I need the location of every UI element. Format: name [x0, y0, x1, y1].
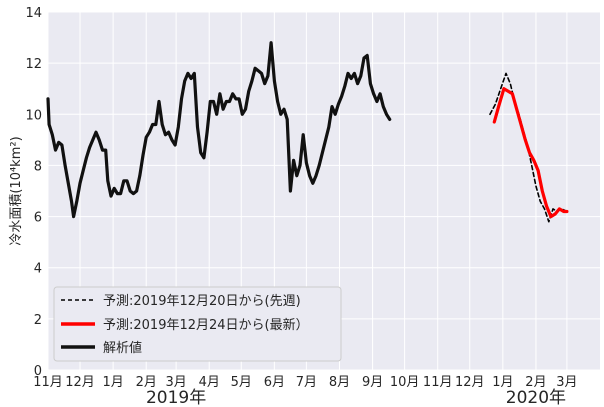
year-labels: 2019年 2020年	[146, 388, 566, 407]
x-tick-label: 3月	[556, 375, 577, 390]
series-line-forecast-latest	[492, 87, 569, 219]
y-tick-labels: 0 2 4 6 8 10 12 14	[25, 6, 42, 379]
x-tick-label: 5月	[231, 375, 252, 390]
x-tick-label: 12月	[455, 375, 485, 390]
x-tick-label: 6月	[264, 375, 285, 390]
y-tick-label: 14	[25, 6, 42, 21]
x-tick-label: 3月	[165, 375, 186, 390]
year-label: 2019年	[146, 388, 206, 407]
legend-box	[53, 286, 342, 362]
y-axis-label: 冷水面積(10⁴km²)	[9, 136, 24, 245]
y-tick-label: 6	[34, 211, 42, 226]
legend-label-forecast-previous: 予測:2019年12月20日から(先週)	[103, 294, 301, 309]
x-tick-label: 1月	[492, 375, 513, 390]
series-line-analysis	[46, 41, 392, 219]
legend-label-forecast-latest: 予測:2019年12月24日から(最新）	[103, 317, 309, 333]
year-label: 2020年	[506, 388, 566, 407]
y-tick-label: 0	[34, 364, 42, 379]
x-tick-label: 11月	[423, 375, 453, 390]
x-tick-label: 11月	[33, 375, 63, 390]
x-tick-label: 8月	[329, 375, 350, 390]
y-tick-label: 2	[34, 313, 42, 328]
y-axis-label-unit: (10⁴km²)	[9, 136, 24, 193]
y-tick-label: 4	[34, 262, 42, 277]
series-lines	[46, 41, 569, 223]
x-tick-label: 2月	[136, 375, 157, 390]
x-tick-label: 4月	[199, 375, 220, 390]
x-tick-label: 12月	[65, 375, 95, 390]
y-tick-label: 10	[25, 108, 42, 123]
x-tick-label: 7月	[296, 375, 317, 390]
legend: 予測:2019年12月20日から(先週) 予測:2019年12月24日から(最新…	[53, 286, 342, 362]
y-tick-label: 12	[25, 57, 42, 72]
x-tick-label: 9月	[362, 375, 383, 390]
y-tick-label: 8	[34, 159, 42, 174]
x-tick-label: 2月	[525, 375, 546, 390]
x-tick-labels: 11月 12月 1月 2月 3月 4月 5月 6月 7月 8月 9月 10月 11月 12月 1月 2月 3月	[33, 375, 577, 390]
legend-label-analysis: 解析値	[103, 340, 142, 356]
x-tick-label: 10月	[390, 375, 420, 390]
x-tick-label: 1月	[102, 375, 123, 390]
y-axis-label-text: 冷水面積	[9, 194, 24, 246]
